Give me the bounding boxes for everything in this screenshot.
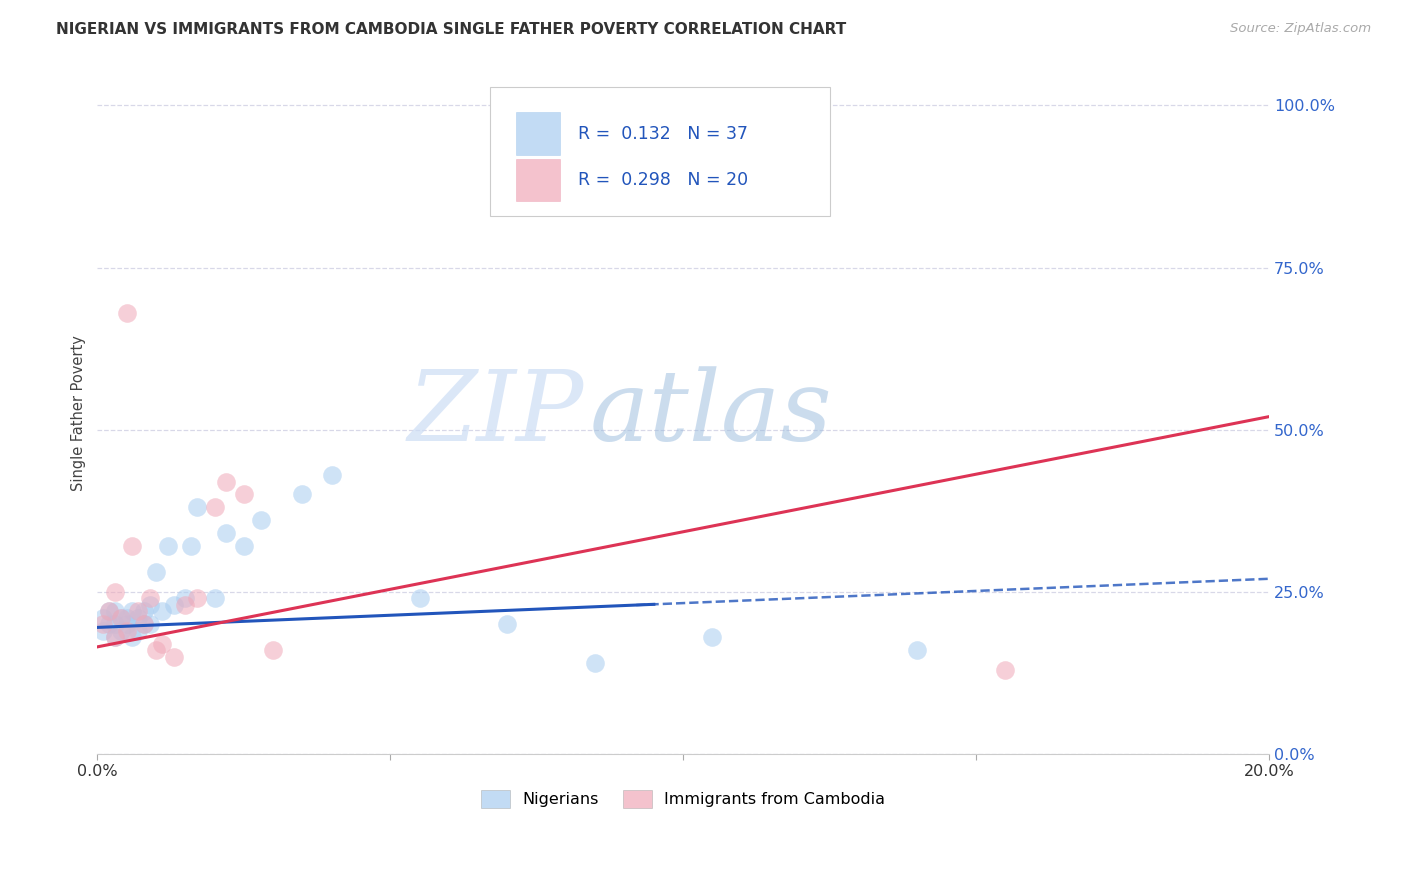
Point xyxy=(150,604,173,618)
Point xyxy=(98,604,121,618)
Point xyxy=(127,610,149,624)
Legend: Nigerians, Immigrants from Cambodia: Nigerians, Immigrants from Cambodia xyxy=(475,784,891,814)
Point xyxy=(204,500,226,515)
Point xyxy=(115,624,138,638)
Point xyxy=(162,598,184,612)
Point xyxy=(98,604,121,618)
Point xyxy=(104,630,127,644)
Point xyxy=(583,656,606,670)
Text: Source: ZipAtlas.com: Source: ZipAtlas.com xyxy=(1230,22,1371,36)
Point xyxy=(104,584,127,599)
Point xyxy=(91,610,114,624)
FancyBboxPatch shape xyxy=(516,159,560,201)
Point xyxy=(104,604,127,618)
Point xyxy=(134,604,156,618)
Point xyxy=(232,540,254,554)
Point xyxy=(215,526,238,541)
Text: NIGERIAN VS IMMIGRANTS FROM CAMBODIA SINGLE FATHER POVERTY CORRELATION CHART: NIGERIAN VS IMMIGRANTS FROM CAMBODIA SIN… xyxy=(56,22,846,37)
Point xyxy=(215,475,238,489)
Point xyxy=(291,487,314,501)
Point xyxy=(139,617,162,632)
Point xyxy=(232,487,254,501)
Point xyxy=(156,540,179,554)
Point xyxy=(250,513,273,527)
Point xyxy=(496,617,519,632)
Point xyxy=(134,617,156,632)
Point xyxy=(702,630,724,644)
Point xyxy=(104,617,127,632)
Point xyxy=(139,598,162,612)
Point xyxy=(174,598,197,612)
Text: ZIP: ZIP xyxy=(408,366,583,461)
Point xyxy=(162,649,184,664)
Point xyxy=(127,624,149,638)
Point xyxy=(321,468,343,483)
Point xyxy=(150,637,173,651)
Point xyxy=(115,306,138,320)
Point xyxy=(121,604,143,618)
Point xyxy=(98,617,121,632)
Text: R =  0.298   N = 20: R = 0.298 N = 20 xyxy=(578,171,748,189)
Point xyxy=(91,617,114,632)
Point xyxy=(262,643,284,657)
Point xyxy=(174,591,197,606)
Point xyxy=(204,591,226,606)
Point xyxy=(110,610,132,624)
Text: atlas: atlas xyxy=(589,366,832,461)
Point xyxy=(91,624,114,638)
Point xyxy=(145,566,167,580)
FancyBboxPatch shape xyxy=(489,87,830,216)
Point xyxy=(121,630,143,644)
FancyBboxPatch shape xyxy=(516,112,560,154)
Point xyxy=(110,610,132,624)
Point xyxy=(110,624,132,638)
Point xyxy=(104,630,127,644)
Point xyxy=(180,540,202,554)
Y-axis label: Single Father Poverty: Single Father Poverty xyxy=(72,335,86,491)
Point xyxy=(907,643,929,657)
Point xyxy=(121,540,143,554)
Text: R =  0.132   N = 37: R = 0.132 N = 37 xyxy=(578,125,748,143)
Point xyxy=(186,591,208,606)
Point xyxy=(145,643,167,657)
Point xyxy=(186,500,208,515)
Point xyxy=(139,591,162,606)
Point xyxy=(115,610,138,624)
Point xyxy=(115,617,138,632)
Point xyxy=(134,617,156,632)
Point xyxy=(127,604,149,618)
Point xyxy=(994,663,1017,677)
Point xyxy=(408,591,430,606)
